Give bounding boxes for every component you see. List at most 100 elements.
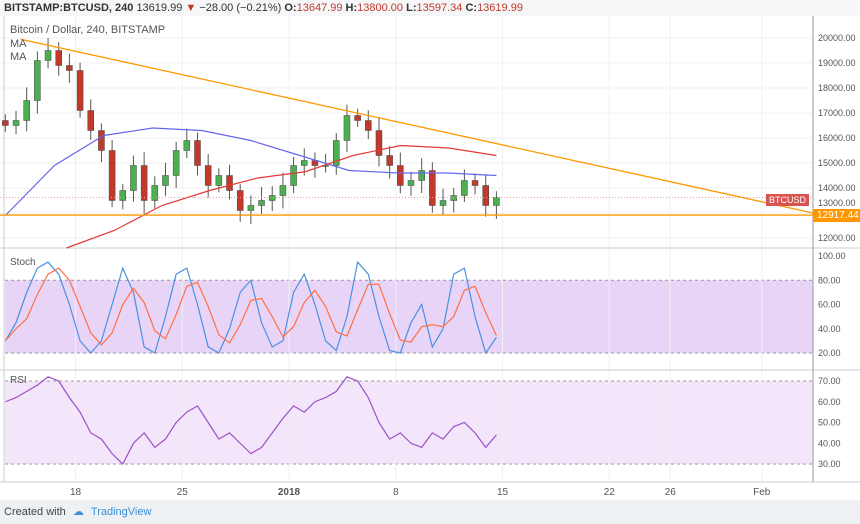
chart-title: Bitcoin / Dollar, 240, BITSTAMP	[10, 24, 166, 36]
stoch-k-line	[4, 260, 497, 355]
candle-down	[76, 70, 84, 111]
time-tick-label: 2018	[278, 487, 301, 498]
ma-label: MA	[10, 38, 27, 50]
candle-down	[108, 150, 116, 201]
time-tick-label: 22	[604, 487, 616, 498]
rsi-tick-label: 40.00	[818, 438, 841, 448]
candle-up	[333, 140, 340, 166]
candle-down	[429, 170, 436, 206]
candle-up	[119, 190, 127, 201]
price-pane	[0, 16, 813, 248]
candle-down	[365, 120, 372, 131]
candle-up	[343, 115, 351, 141]
candle-up	[461, 180, 468, 196]
price-tick-label: 14000.00	[818, 183, 856, 193]
time-tick-label: 26	[665, 487, 677, 498]
time-tick-label: 8	[393, 487, 399, 498]
price-tick-label: 18000.00	[818, 83, 856, 93]
close-value: 13619.99	[477, 2, 523, 14]
high-label: H:	[345, 2, 358, 14]
close-label: C:	[465, 2, 478, 14]
rsi-tick-label: 60.00	[818, 397, 841, 407]
tradingview-link[interactable]: TradingView	[90, 506, 152, 518]
ma-label: MA	[10, 51, 27, 63]
candle-up	[44, 50, 52, 61]
price-change: −28.00 (−0.21%)	[199, 2, 282, 14]
time-tick-label: 25	[177, 487, 189, 498]
candle-up	[439, 200, 447, 206]
time-tick-label: 15	[497, 487, 509, 498]
low-value: 13597.34	[416, 2, 463, 14]
chart-area[interactable]: 20000.00 19000.00 18000.00 17000.00 16000.00…	[0, 0, 860, 500]
candle-up	[279, 185, 287, 196]
candle-down	[471, 180, 479, 186]
candle-up	[172, 150, 180, 176]
candle-down	[226, 175, 233, 191]
candle-up	[407, 180, 415, 186]
candle-down	[87, 110, 94, 131]
candle-down	[397, 165, 404, 186]
stoch-d-line	[4, 267, 497, 346]
descending-trendline	[20, 38, 814, 214]
candle-down	[98, 130, 105, 151]
candle-down	[204, 165, 212, 186]
stoch-band	[5, 280, 813, 353]
candle-up	[215, 175, 223, 186]
rsi-line	[5, 376, 497, 465]
low-label: L:	[406, 2, 417, 14]
price-tick-label: 17000.00	[818, 108, 856, 118]
candle-up	[34, 60, 41, 101]
candle-up	[130, 165, 137, 191]
stoch-tick-label: 80.00	[818, 275, 841, 285]
time-tick-label: Feb	[753, 487, 771, 498]
candle-up	[268, 195, 276, 201]
candle-up	[12, 120, 20, 126]
price-tick-label: 15000.00	[818, 158, 856, 168]
btcusd-price-tag: BTCUSD	[766, 194, 810, 206]
price-tick-label: 16000.00	[818, 133, 856, 143]
candle-down	[55, 50, 62, 66]
candle-down	[354, 115, 361, 121]
candle-up	[258, 200, 265, 206]
candle-down	[236, 190, 244, 211]
last-price: 13619.99	[136, 2, 183, 14]
candle-down	[194, 140, 201, 166]
candle-up	[301, 160, 308, 166]
stoch-tick-label: 60.00	[818, 300, 841, 310]
price-tick-label: 13000.00	[818, 198, 856, 208]
price-tick-label: 19000.00	[818, 58, 856, 68]
rsi-tick-label: 30.00	[818, 459, 841, 469]
rsi-band	[5, 381, 813, 464]
candle-down	[386, 155, 393, 166]
candle-up	[183, 140, 191, 151]
candle-down	[375, 130, 383, 156]
high-value: 13800.00	[357, 2, 404, 14]
stoch-tick-label: 100.00	[818, 251, 846, 261]
tradingview-cloud-icon: ☁	[72, 506, 84, 518]
symbol-header: BITSTAMP:BTCUSD, 240 13619.99 ▼ −28.00 (…	[0, 0, 860, 16]
stoch-tick-label: 20.00	[818, 348, 841, 358]
candle-up	[290, 165, 297, 186]
down-arrow-icon: ▼	[185, 2, 197, 14]
candle-up	[23, 100, 30, 121]
time-tick-label: 18	[70, 487, 82, 498]
stoch-label: Stoch	[10, 257, 36, 268]
candle-down	[2, 120, 9, 126]
symbol: BITSTAMP:BTCUSD, 240	[4, 2, 134, 14]
candle-down	[482, 185, 489, 206]
ma-slow-line	[66, 144, 497, 249]
stoch-tick-label: 40.00	[818, 324, 841, 334]
price-tick-label: 12000.00	[818, 233, 856, 243]
footer: Created with ☁ TradingView	[0, 500, 860, 524]
ma-fast-line	[4, 127, 497, 216]
candle-up	[151, 185, 159, 201]
candle-up	[418, 170, 425, 181]
created-with-text: Created with	[4, 506, 66, 518]
rsi-tick-label: 50.00	[818, 418, 841, 428]
candle-up	[162, 175, 169, 186]
candle-up	[493, 197, 500, 206]
open-value: 13647.99	[296, 2, 343, 14]
rsi-label: RSI	[10, 375, 27, 386]
support-price-tag: 12917.44	[813, 209, 860, 222]
price-tick-label: 20000.00	[818, 33, 856, 43]
